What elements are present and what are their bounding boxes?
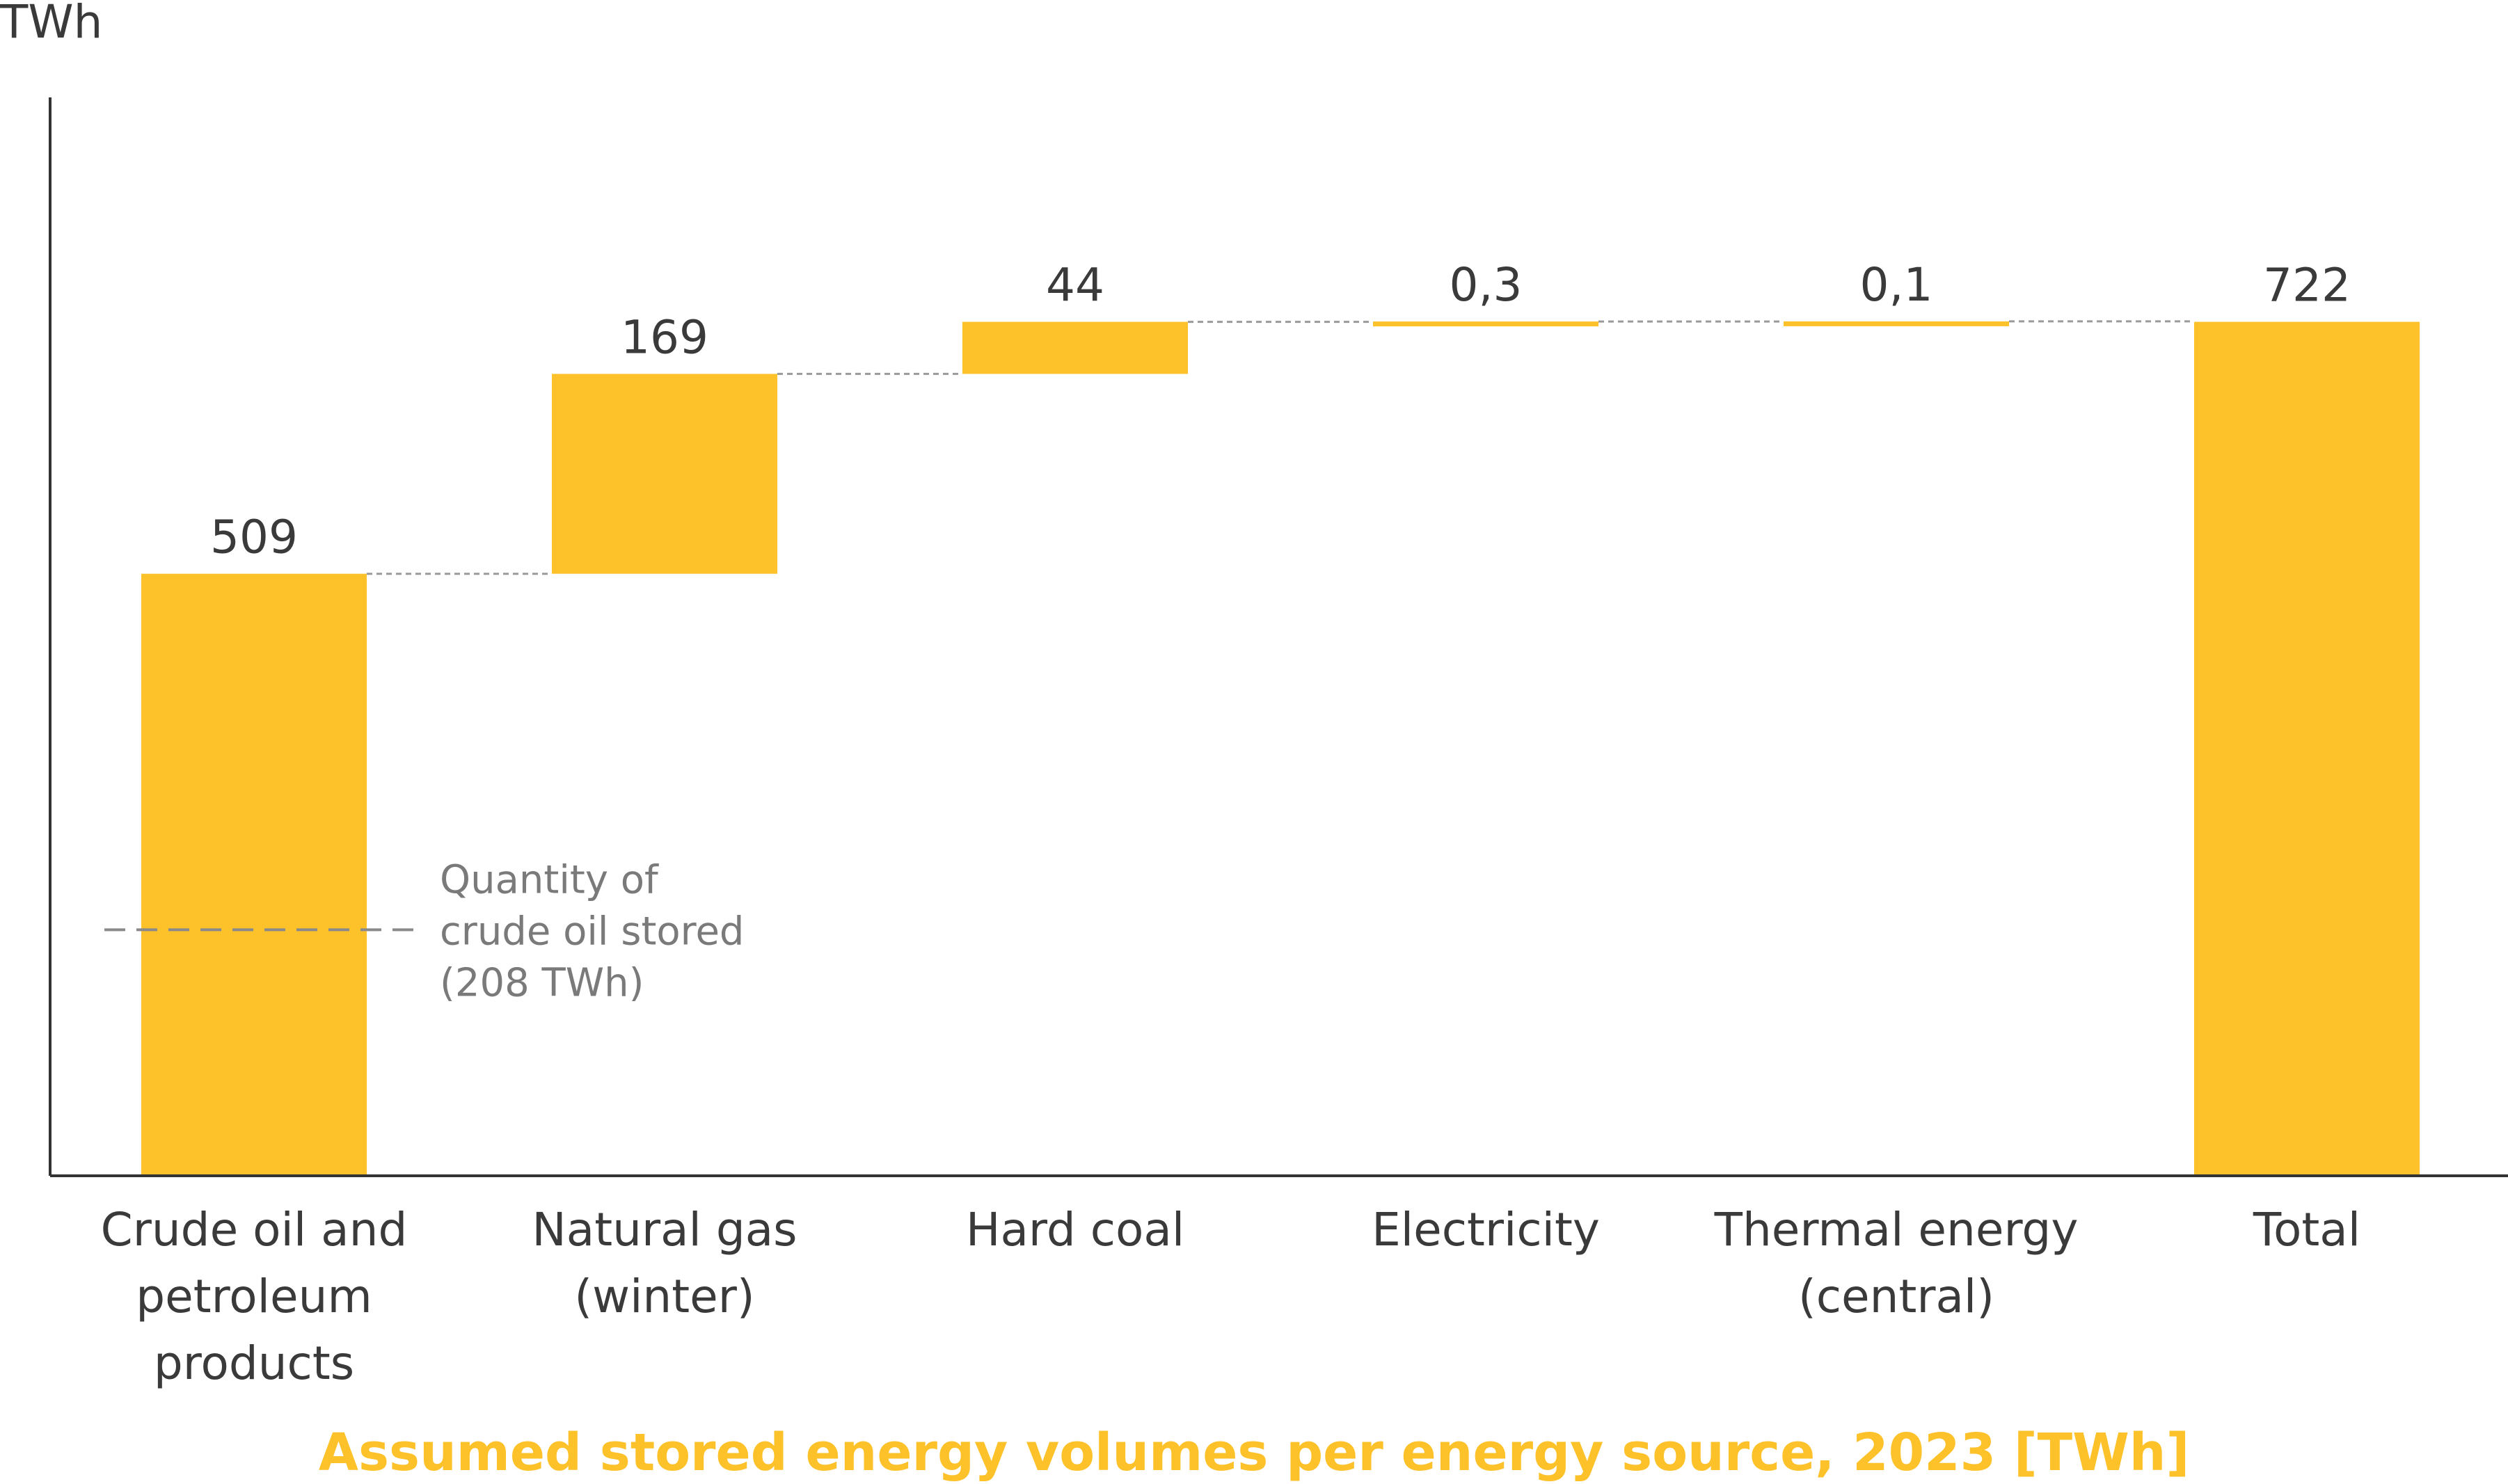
bar-1	[141, 573, 367, 1176]
x-tick-label-line: (winter)	[574, 1270, 754, 1323]
value-label-4: 0,3	[1450, 258, 1523, 312]
bar-5	[1784, 321, 2009, 326]
annotation-text-line-2: crude oil stored	[440, 909, 744, 954]
x-tick-label-2: Natural gas (winter)	[532, 1203, 797, 1323]
x-tick-label-line: petroleum	[136, 1270, 372, 1323]
value-label-2: 169	[621, 310, 708, 364]
value-label-6: 722	[2263, 259, 2351, 312]
x-tick-label-line: (central)	[1798, 1270, 1994, 1323]
chart-title: Assumed stored energy volumes per energy…	[319, 1423, 2190, 1483]
annotation: Quantity of crude oil stored (208 TWh)	[104, 857, 744, 1005]
y-axis-unit-label: TWh	[0, 0, 102, 49]
connector-lines	[367, 320, 2194, 575]
value-label-3: 44	[1046, 259, 1104, 312]
x-tick-label-5: Thermal energy (central)	[1714, 1203, 2079, 1323]
annotation-text-line-1: Quantity of	[440, 857, 659, 902]
x-tick-label-line: Natural gas	[532, 1203, 797, 1256]
x-tick-label-4: Electricity	[1372, 1203, 1600, 1256]
x-tick-label-1: Crude oil and petroleum products	[101, 1203, 408, 1390]
value-labels: 509 169 44 0,3 0,1 722	[210, 258, 2351, 564]
bar-6	[2194, 321, 2420, 1176]
x-tick-label-line: Total	[2253, 1203, 2360, 1256]
bar-2	[552, 374, 777, 574]
value-label-1: 509	[210, 511, 298, 564]
x-tick-labels: Crude oil and petroleum products Natural ga…	[101, 1203, 2360, 1390]
x-tick-label-6: Total	[2253, 1203, 2360, 1256]
value-label-5: 0,1	[1860, 258, 1933, 312]
bars	[141, 321, 2420, 1176]
x-tick-label-line: Electricity	[1372, 1203, 1600, 1256]
x-tick-label-line: products	[154, 1337, 354, 1390]
bar-4	[1373, 321, 1598, 327]
x-tick-label-line: Crude oil and	[101, 1203, 408, 1256]
x-tick-label-3: Hard coal	[966, 1203, 1184, 1256]
x-tick-label-line: Thermal energy	[1714, 1203, 2079, 1256]
x-tick-label-line: Hard coal	[966, 1203, 1184, 1256]
bar-3	[962, 321, 1188, 374]
annotation-text-line-3: (208 TWh)	[440, 960, 644, 1005]
